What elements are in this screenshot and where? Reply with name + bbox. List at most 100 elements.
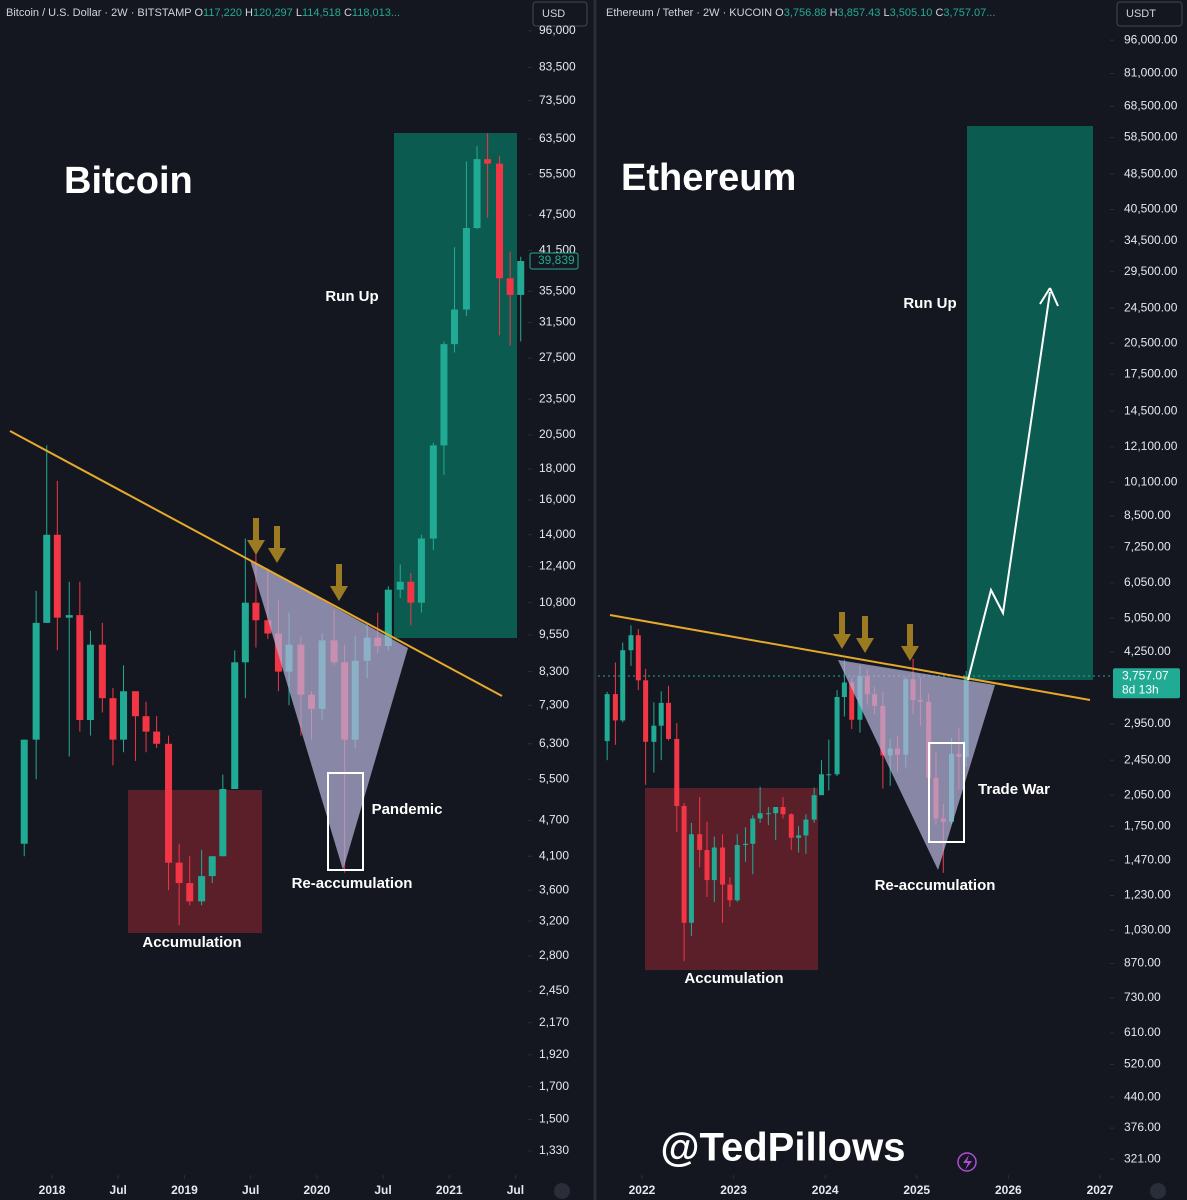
y-tick-label: 5,050.00 — [1124, 610, 1171, 624]
down-arrow — [901, 624, 919, 661]
candle-body — [720, 847, 726, 885]
y-tick-label: 17,500.00 — [1124, 366, 1178, 380]
ohlc-value: 120,297 — [253, 7, 293, 19]
candle-body — [440, 344, 448, 446]
down-arrow — [247, 518, 265, 555]
y-tick-label: 16,000 — [539, 492, 576, 506]
candle-body — [681, 805, 687, 923]
watermark: @TedPillows — [661, 1126, 906, 1170]
trend-line — [609, 614, 1091, 701]
candle-body — [473, 159, 481, 228]
y-tick-label: 730.00 — [1124, 990, 1161, 1004]
y-tick-label: 35,500 — [539, 283, 576, 297]
y-tick-label: 321.00 — [1124, 1151, 1161, 1165]
candle-body — [834, 697, 840, 775]
y-tick-label: 96,000.00 — [1124, 32, 1178, 46]
annotation: Re-accumulation — [292, 875, 413, 892]
y-tick-label: 9,550 — [539, 627, 569, 641]
accumulation-box — [128, 790, 262, 933]
y-tick-label: 40,500.00 — [1124, 202, 1178, 216]
y-tick-label: 10,100.00 — [1124, 474, 1178, 488]
candle-body — [120, 691, 128, 740]
y-tick-label: 96,000 — [539, 23, 576, 37]
y-tick-label: 870.00 — [1124, 956, 1161, 970]
y-tick-label: 1,330 — [539, 1143, 569, 1157]
y-tick-label: 440.00 — [1124, 1089, 1161, 1103]
x-tick-label: 2021 — [436, 1183, 463, 1197]
candle-body — [780, 806, 786, 815]
candle-body — [396, 581, 404, 590]
y-tick-label: 2,800 — [539, 948, 569, 962]
symbol: Bitcoin / U.S. Dollar · 2W · BITSTAMP — [6, 7, 191, 19]
x-tick-label: 2022 — [629, 1183, 656, 1197]
y-tick-label: 1,500 — [539, 1112, 569, 1126]
y-tick-label: 376.00 — [1124, 1120, 1161, 1134]
run-up-box — [967, 126, 1093, 680]
ohlc-value: 117,220 — [203, 7, 242, 19]
candle-body — [241, 602, 249, 663]
x-tick-label: 2027 — [1087, 1183, 1114, 1197]
currency[interactable]: USDT — [1126, 8, 1156, 20]
btc-candles — [20, 133, 525, 926]
x-tick-label: 2024 — [812, 1183, 839, 1197]
y-tick-label: 55,500 — [539, 166, 576, 180]
trade-war-box — [928, 742, 965, 843]
candle-body — [32, 622, 40, 740]
candle-body — [153, 731, 161, 744]
y-tick-label: 83,500 — [539, 60, 576, 74]
y-tick-label: 27,500 — [539, 350, 576, 364]
auto-scale-button[interactable] — [554, 1183, 570, 1199]
candle-body — [142, 716, 150, 732]
candle-body — [688, 834, 694, 923]
icon[interactable] — [957, 1152, 977, 1172]
candle-body — [76, 615, 84, 720]
candle-body — [826, 774, 832, 776]
candle-body — [818, 774, 824, 796]
candle-body — [658, 702, 664, 726]
candle-body — [628, 635, 634, 651]
down-arrow — [833, 612, 851, 649]
ohlc-label: O — [194, 7, 203, 19]
currency-box[interactable] — [532, 1, 588, 27]
candle-body — [620, 650, 626, 721]
x-tick-label: Jul — [507, 1183, 524, 1197]
y-tick-label: 1,750.00 — [1124, 818, 1171, 832]
currency[interactable]: USD — [542, 8, 565, 20]
candle-body — [186, 883, 194, 902]
candle-body — [252, 602, 260, 621]
y-tick-label: 2,170 — [539, 1015, 569, 1029]
candle-body — [757, 813, 763, 819]
y-tick-label: 8,300 — [539, 664, 569, 678]
last-price-box — [529, 252, 579, 270]
y-tick-label: 48,500.00 — [1124, 166, 1178, 180]
candle-body — [109, 698, 117, 740]
x-tick-label: 2026 — [995, 1183, 1022, 1197]
candle-body — [811, 795, 817, 820]
down-arrow — [856, 616, 874, 653]
y-tick-label: 4,100 — [539, 848, 569, 862]
candle-body — [264, 620, 272, 634]
candle-body — [484, 159, 492, 164]
annotation: Trade War — [978, 781, 1050, 798]
ohlc-label: C — [935, 7, 943, 19]
countdown: 8d 13h — [1122, 682, 1159, 696]
y-tick-label: 1,470.00 — [1124, 853, 1171, 867]
re-accumulation-triangle — [838, 660, 995, 870]
candle-body — [462, 227, 470, 310]
y-tick-label: 58,500.00 — [1124, 130, 1178, 144]
auto-scale-button[interactable] — [1150, 1183, 1166, 1199]
y-tick-label: 2,950.00 — [1124, 716, 1171, 730]
y-tick-label: 68,500.00 — [1124, 99, 1178, 113]
down-arrow — [330, 564, 348, 601]
currency-box[interactable] — [1116, 1, 1183, 27]
ohlc-value: 3,757.07... — [943, 7, 995, 19]
candle-body — [98, 644, 106, 699]
ohlc-label: C — [344, 7, 352, 19]
candle-body — [417, 538, 425, 603]
y-tick-label: 14,500.00 — [1124, 403, 1178, 417]
y-tick-label: 14,000 — [539, 527, 576, 541]
candle-body — [773, 806, 779, 814]
ohlc-value: 3,857.43 — [838, 7, 881, 19]
annotation: Run Up — [903, 295, 956, 312]
